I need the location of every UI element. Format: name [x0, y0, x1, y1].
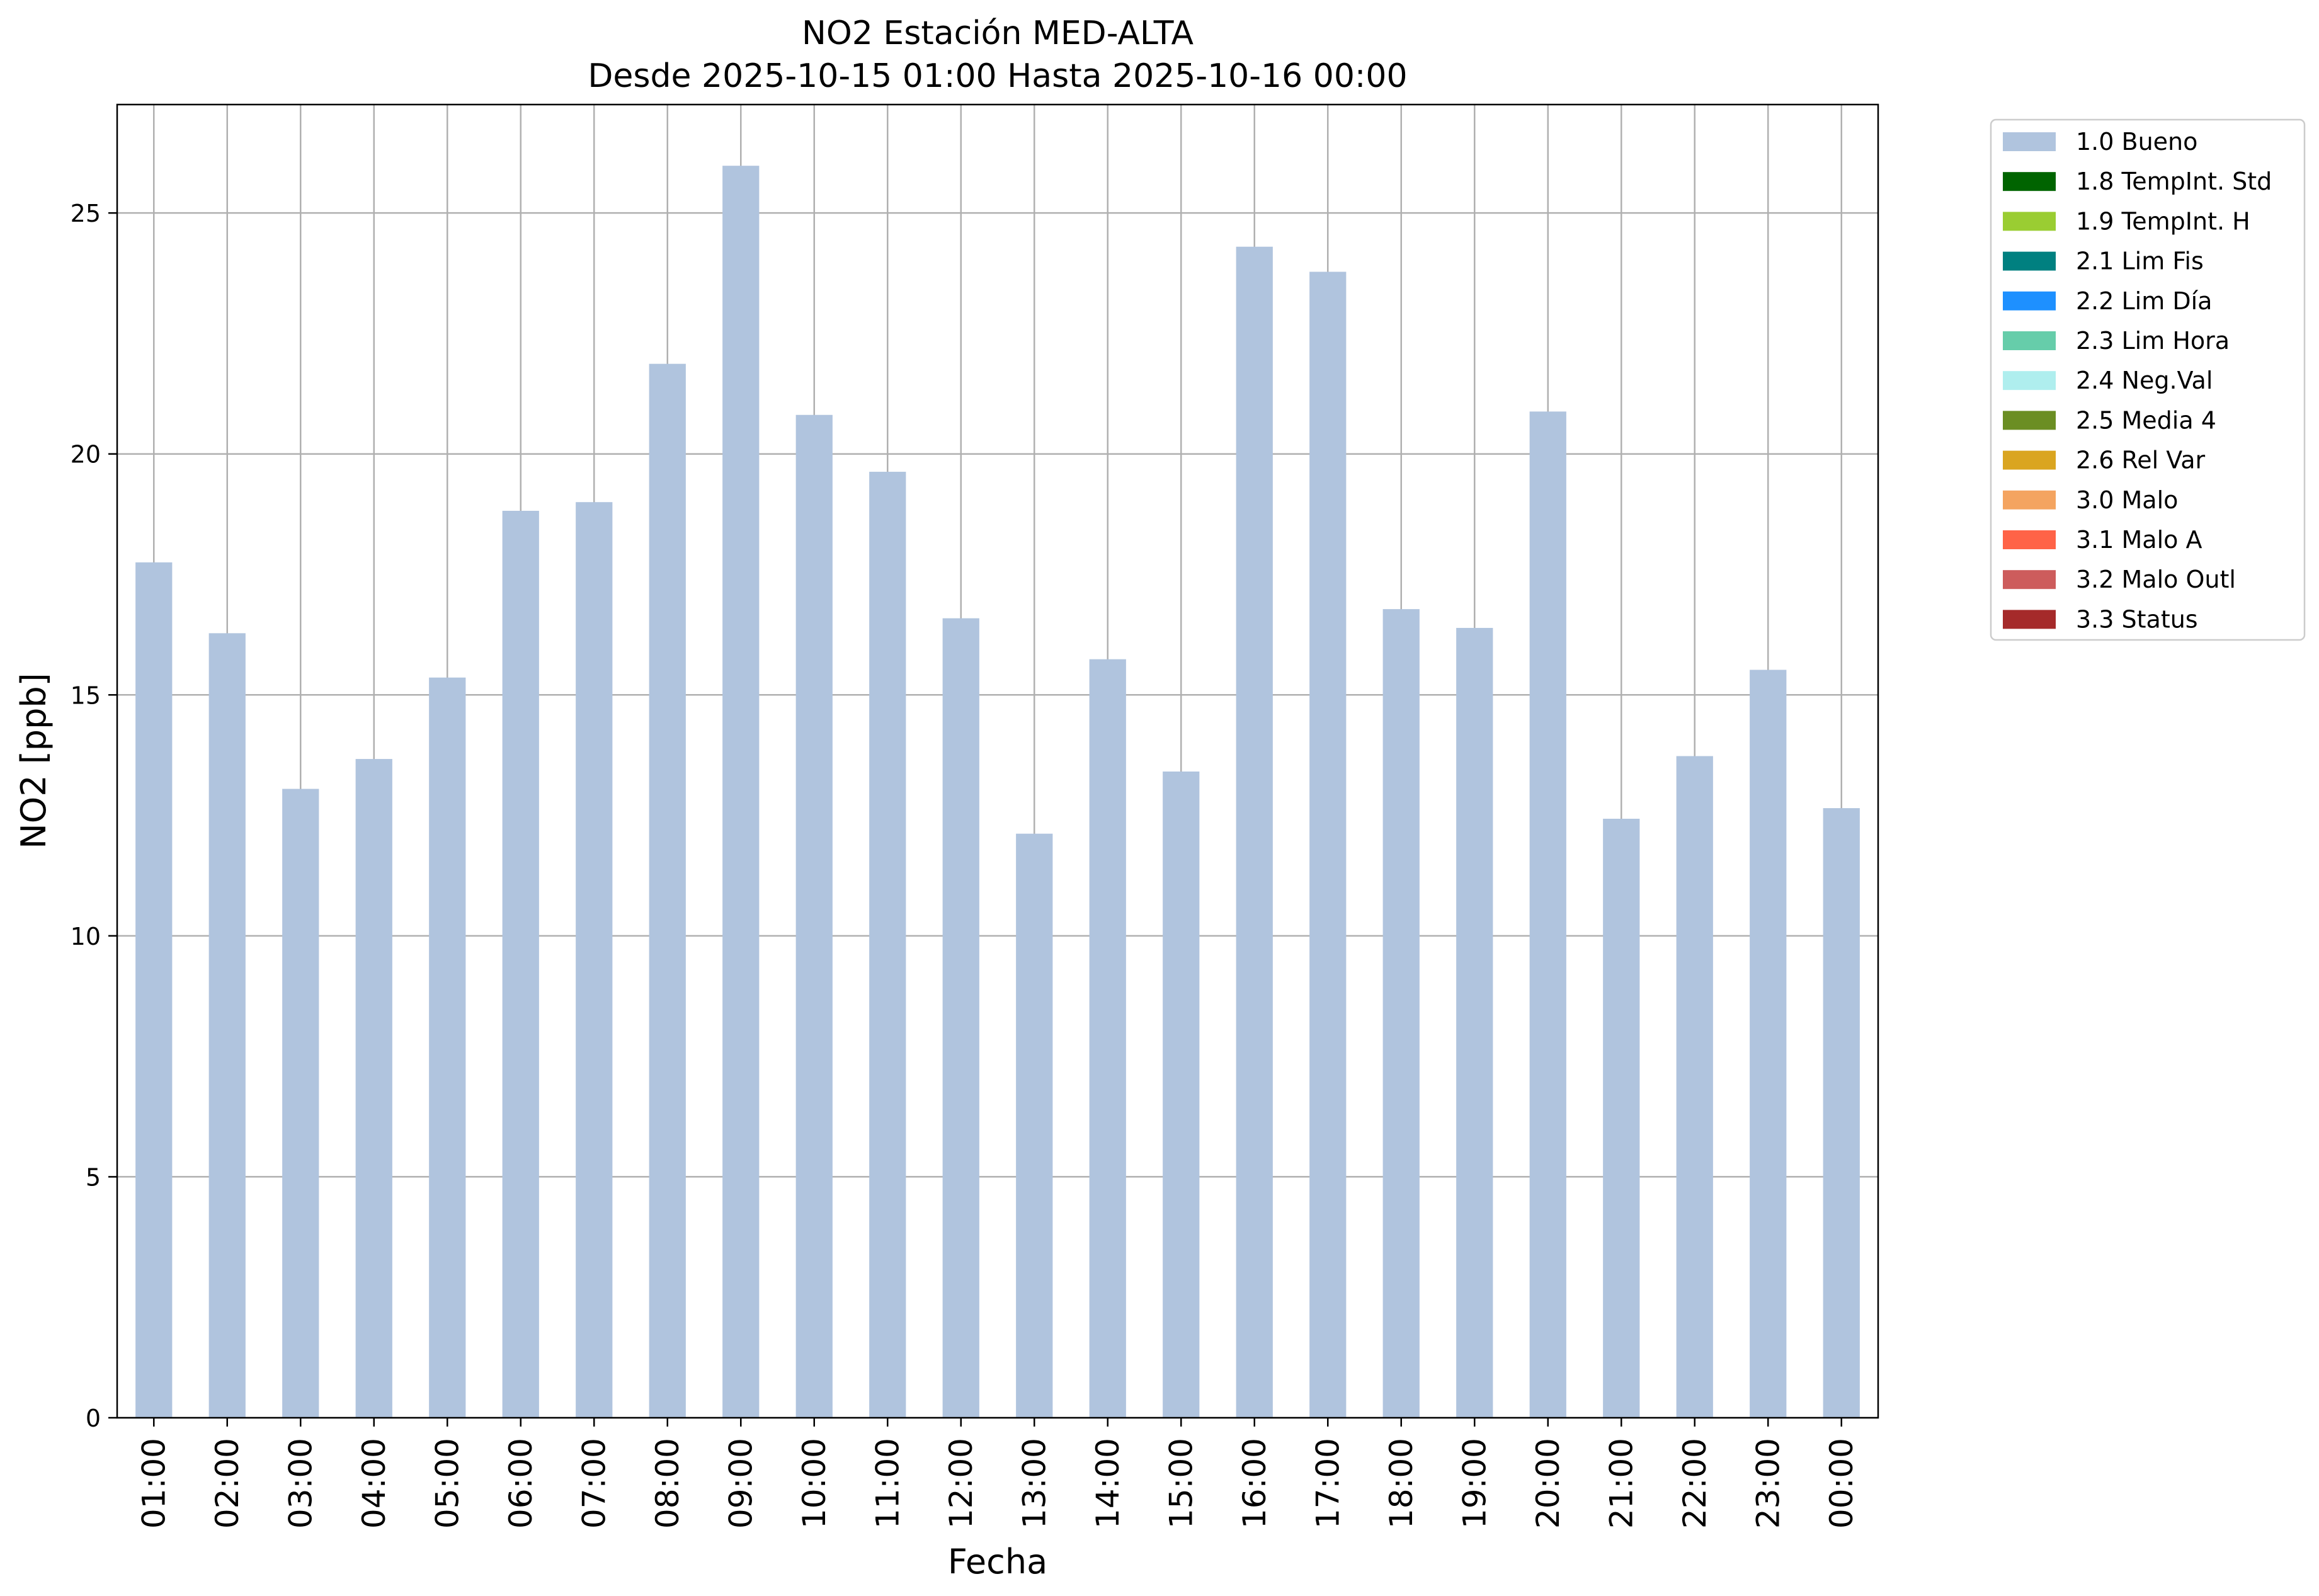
bar-01:00	[135, 562, 173, 1418]
y-axis-ticks: 0 5 10 15 20 25	[71, 200, 117, 1432]
x-tick-label: 21:00	[1603, 1438, 1639, 1529]
x-tick-label: 23:00	[1750, 1438, 1786, 1529]
bar-06:00	[502, 511, 539, 1418]
bar-03:00	[282, 789, 319, 1418]
legend-label: 3.0 Malo	[2076, 486, 2178, 514]
bar-18:00	[1382, 609, 1420, 1418]
legend-label: 3.3 Status	[2076, 605, 2198, 633]
legend-swatch	[2003, 530, 2056, 549]
legend-swatch	[2003, 132, 2056, 151]
x-tick-label: 09:00	[722, 1438, 759, 1529]
y-tick-label: 5	[86, 1163, 101, 1191]
x-tick-label: 08:00	[649, 1438, 686, 1529]
x-axis-ticks: 01:00 02:00 03:00 04:00 05:00 06:00 07:00 08:00…	[135, 1418, 1860, 1529]
plot-area-frame	[116, 103, 1879, 1419]
x-tick-label: 06:00	[503, 1438, 539, 1529]
legend: 1.0 Bueno 1.8 TempInt. Std 1.9 TempInt. H 2…	[1990, 118, 2306, 641]
legend-label: 3.1 Malo A	[2076, 526, 2202, 554]
x-tick-label: 01:00	[135, 1438, 172, 1529]
bar-19:00	[1456, 627, 1493, 1418]
bar-11:00	[869, 472, 906, 1418]
legend-label: 1.9 TempInt. H	[2076, 207, 2250, 235]
x-tick-label: 13:00	[1016, 1438, 1052, 1529]
x-axis-label: Fecha	[948, 1542, 1047, 1582]
x-tick-label: 02:00	[209, 1438, 246, 1529]
bars	[135, 166, 1860, 1418]
legend-swatch	[2003, 490, 2056, 510]
x-tick-label: 18:00	[1383, 1438, 1420, 1529]
x-tick-label: 19:00	[1456, 1438, 1493, 1529]
bar-09:00	[722, 166, 760, 1418]
legend-swatch	[2003, 212, 2056, 231]
chart-title: NO2 Estación MED-ALTA	[802, 14, 1194, 52]
legend-label: 2.2 Lim Día	[2076, 287, 2212, 315]
bar-00:00	[1823, 808, 1860, 1418]
legend-label: 2.1 Lim Fis	[2076, 248, 2204, 275]
legend-swatch	[2003, 331, 2056, 350]
x-tick-label: 14:00	[1090, 1438, 1126, 1529]
x-tick-label: 22:00	[1677, 1438, 1713, 1529]
y-axis-label: NO2 [ppb]	[14, 673, 54, 848]
x-tick-label: 04:00	[356, 1438, 392, 1529]
y-tick-label: 20	[71, 441, 101, 469]
legend-swatch	[2003, 291, 2056, 311]
bar-16:00	[1236, 246, 1273, 1418]
legend-swatch	[2003, 411, 2056, 430]
y-tick-label: 10	[71, 923, 101, 950]
bar-10:00	[795, 414, 833, 1418]
legend-swatch	[2003, 371, 2056, 390]
bar-15:00	[1163, 771, 1200, 1418]
bar-14:00	[1089, 659, 1126, 1418]
x-tick-label: 20:00	[1530, 1438, 1566, 1529]
legend-label: 1.0 Bueno	[2076, 128, 2197, 156]
bar-13:00	[1016, 833, 1053, 1418]
y-tick-label: 15	[71, 681, 101, 709]
bar-04:00	[355, 759, 392, 1418]
x-tick-label: 05:00	[429, 1438, 465, 1529]
legend-swatch	[2003, 570, 2056, 590]
bar-21:00	[1603, 818, 1640, 1418]
bar-22:00	[1676, 756, 1713, 1418]
legend-swatch	[2003, 450, 2056, 470]
bar-05:00	[429, 677, 466, 1418]
bar-17:00	[1309, 271, 1347, 1418]
legend-label: 2.4 Neg.Val	[2076, 367, 2213, 394]
legend-label: 2.5 Media 4	[2076, 406, 2216, 434]
legend-label: 1.8 TempInt. Std	[2076, 168, 2272, 195]
x-tick-label: 11:00	[869, 1438, 906, 1529]
x-tick-label: 12:00	[943, 1438, 979, 1529]
bar-23:00	[1750, 670, 1787, 1418]
bar-07:00	[576, 502, 613, 1418]
legend-label: 3.2 Malo Outl	[2076, 566, 2236, 593]
legend-label: 2.6 Rel Var	[2076, 447, 2206, 474]
x-tick-label: 10:00	[796, 1438, 833, 1529]
y-tick-label: 25	[71, 200, 101, 227]
legend-label: 2.3 Lim Hora	[2076, 327, 2230, 355]
y-tick-label: 0	[86, 1405, 101, 1432]
legend-swatch	[2003, 251, 2056, 271]
x-tick-label: 03:00	[282, 1438, 319, 1529]
x-tick-label: 17:00	[1309, 1438, 1346, 1529]
x-tick-label: 16:00	[1236, 1438, 1273, 1529]
legend-swatch	[2003, 610, 2056, 629]
bar-12:00	[942, 618, 979, 1418]
legend-swatch	[2003, 172, 2056, 191]
bar-08:00	[649, 363, 686, 1418]
chart-subtitle: Desde 2025-10-15 01:00 Hasta 2025-10-16 …	[588, 57, 1407, 95]
bar-02:00	[208, 633, 246, 1418]
x-tick-label: 00:00	[1823, 1438, 1860, 1529]
x-tick-label: 07:00	[576, 1438, 612, 1529]
bar-20:00	[1529, 411, 1566, 1418]
x-tick-label: 15:00	[1163, 1438, 1199, 1529]
legend-frame	[1990, 118, 2306, 641]
